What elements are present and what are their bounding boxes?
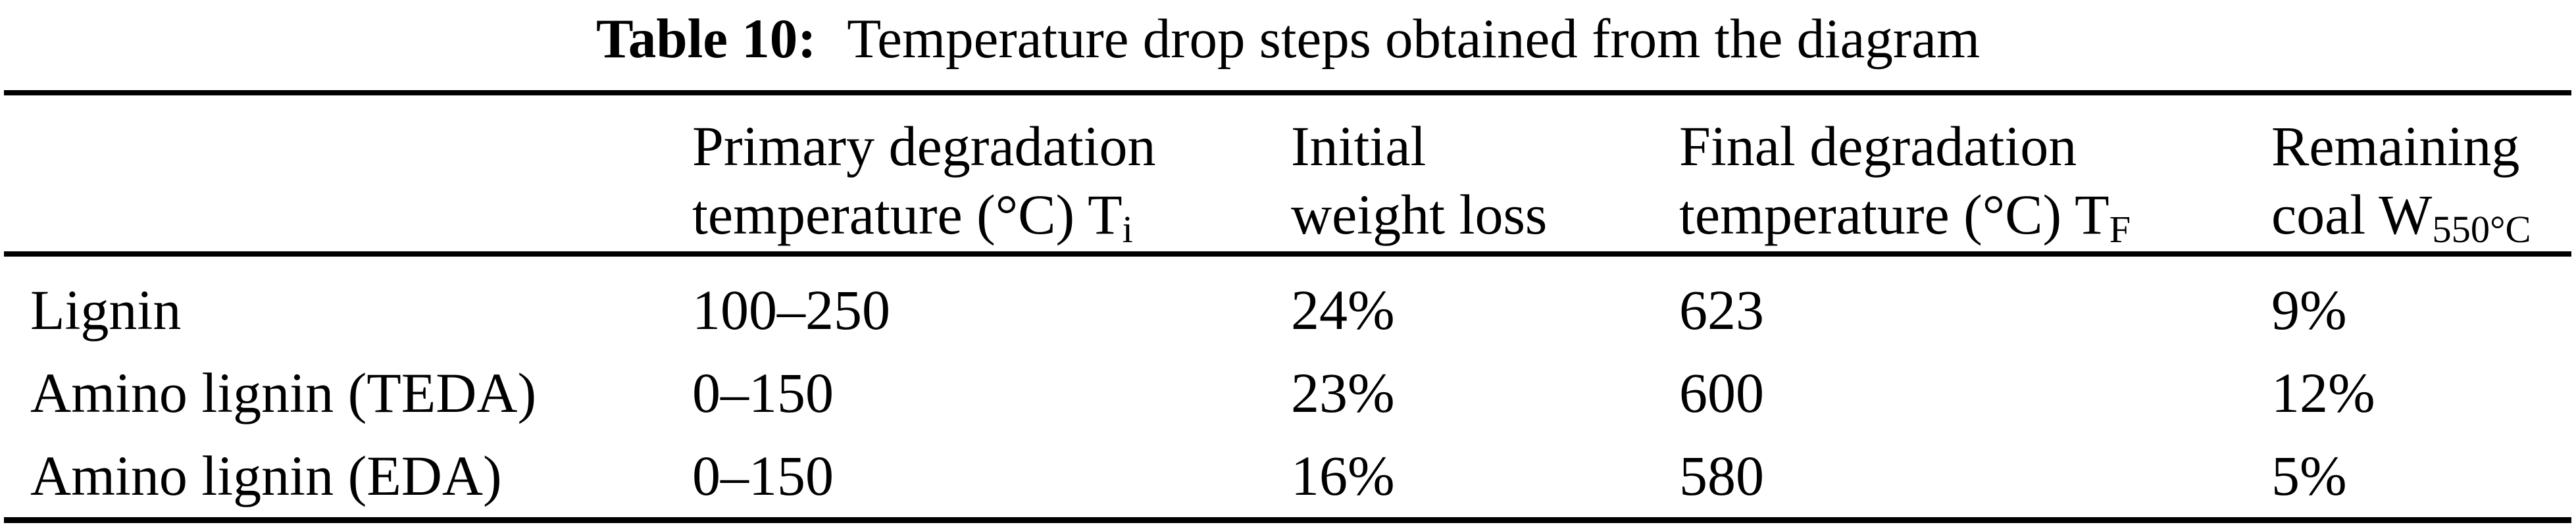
row-label: Amino lignin (EDA) bbox=[30, 444, 502, 507]
header-subscript: i bbox=[1122, 207, 1133, 251]
header-line1: Final degradation bbox=[1679, 114, 2077, 178]
cell-final-degradation-temperature: 580 bbox=[1679, 444, 1764, 507]
cell-remaining-coal: 12% bbox=[2271, 361, 2375, 424]
header-cell-rowlabels bbox=[30, 112, 692, 249]
header-line2: coal W550°C bbox=[2271, 183, 2531, 251]
table-caption-number: Table 10: bbox=[595, 8, 817, 70]
cell-primary-degradation-temperature: 0–150 bbox=[692, 444, 834, 507]
header-line1: Primary degradation bbox=[692, 114, 1156, 178]
header-cell-primary-degradation-temperature: Primary degradation temperature (°C) Ti bbox=[692, 112, 1291, 249]
header-line2: temperature (°C) Ti bbox=[692, 183, 1133, 251]
cell-primary-degradation-temperature: 0–150 bbox=[692, 361, 834, 424]
table-header-row: Primary degradation temperature (°C) Ti … bbox=[30, 112, 2571, 249]
table-row-amino-lignin-teda: Amino lignin (TEDA) 0–150 23% 600 12% bbox=[30, 351, 2571, 434]
row-label: Lignin bbox=[30, 278, 182, 341]
header-line2: temperature (°C) TF bbox=[1679, 183, 2131, 251]
header-subscript: F bbox=[2109, 207, 2131, 251]
cell-primary-degradation-temperature: 100–250 bbox=[692, 278, 890, 341]
table-caption: Table 10: Temperature drop steps obtaine… bbox=[0, 0, 2576, 78]
header-cell-initial-weight-loss: Initial weight loss bbox=[1291, 112, 1679, 249]
cell-initial-weight-loss: 16% bbox=[1291, 444, 1395, 507]
cell-initial-weight-loss: 23% bbox=[1291, 361, 1395, 424]
cell-final-degradation-temperature: 623 bbox=[1679, 278, 1764, 341]
header-line1: Remaining bbox=[2271, 114, 2520, 178]
table-row-lignin: Lignin 100–250 24% 623 9% bbox=[30, 268, 2571, 351]
header-cell-final-degradation-temperature: Final degradation temperature (°C) TF bbox=[1679, 112, 2271, 249]
table-caption-text: Temperature drop steps obtained from the… bbox=[847, 8, 1981, 70]
header-cell-remaining-coal: Remaining coal W550°C bbox=[2271, 112, 2571, 249]
cell-final-degradation-temperature: 600 bbox=[1679, 361, 1764, 424]
header-line1: Initial bbox=[1291, 114, 1427, 178]
table-top-rule bbox=[4, 90, 2571, 95]
row-label: Amino lignin (TEDA) bbox=[30, 361, 537, 424]
table-body: Lignin 100–250 24% 623 9% Amino lignin (… bbox=[30, 257, 2571, 517]
table-row-amino-lignin-eda: Amino lignin (EDA) 0–150 16% 580 5% bbox=[30, 434, 2571, 517]
cell-remaining-coal: 5% bbox=[2271, 444, 2347, 507]
cell-initial-weight-loss: 24% bbox=[1291, 278, 1395, 341]
header-line2: weight loss bbox=[1291, 183, 1548, 246]
header-subscript: 550°C bbox=[2432, 207, 2531, 251]
table-bottom-rule bbox=[4, 517, 2571, 523]
table-header-rule bbox=[4, 251, 2571, 257]
cell-remaining-coal: 9% bbox=[2271, 278, 2347, 341]
